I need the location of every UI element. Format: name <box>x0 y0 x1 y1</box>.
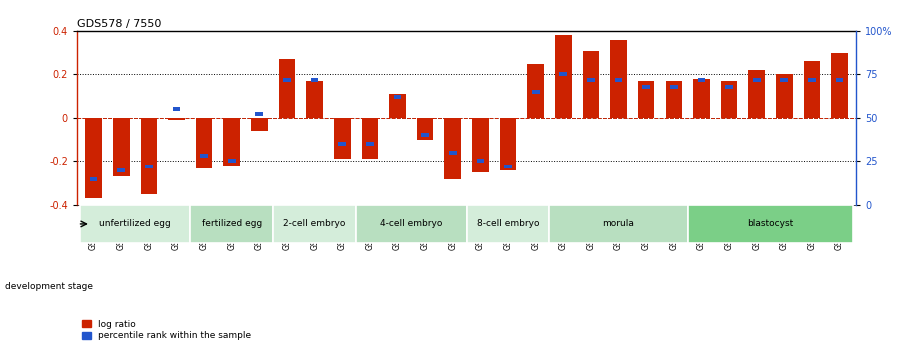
Text: 8-cell embryo: 8-cell embryo <box>477 219 539 228</box>
Bar <box>361 118 378 159</box>
Bar <box>808 78 815 82</box>
Bar <box>611 40 627 118</box>
Bar <box>85 118 101 198</box>
Text: GDS578 / 7550: GDS578 / 7550 <box>77 19 161 29</box>
Bar <box>693 79 709 118</box>
Bar <box>140 118 157 194</box>
Bar <box>780 78 788 82</box>
Bar <box>311 78 319 82</box>
Bar <box>421 133 429 137</box>
Bar <box>190 205 274 243</box>
Bar <box>448 151 457 155</box>
Bar <box>390 94 406 118</box>
Bar <box>113 118 130 176</box>
Bar <box>90 177 98 180</box>
Bar <box>145 165 153 168</box>
Text: 2-cell embryo: 2-cell embryo <box>284 219 346 228</box>
Bar <box>255 112 264 116</box>
Bar <box>356 205 467 243</box>
Text: 4-cell embryo: 4-cell embryo <box>381 219 442 228</box>
Text: development stage: development stage <box>5 282 92 291</box>
Bar <box>467 205 549 243</box>
Text: morula: morula <box>602 219 634 228</box>
Bar <box>670 85 678 89</box>
Bar <box>587 78 595 82</box>
Legend: log ratio, percentile rank within the sample: log ratio, percentile rank within the sa… <box>82 320 251 341</box>
Bar <box>80 205 190 243</box>
Bar <box>688 205 853 243</box>
Bar <box>725 85 733 89</box>
Bar <box>527 63 544 118</box>
Bar <box>472 118 488 172</box>
Bar <box>477 159 485 163</box>
Bar <box>753 78 760 82</box>
Bar <box>445 118 461 179</box>
Bar <box>274 205 356 243</box>
Bar <box>776 75 793 118</box>
Bar <box>306 81 323 118</box>
Bar <box>832 53 848 118</box>
Text: unfertilized egg: unfertilized egg <box>99 219 171 228</box>
Bar <box>417 118 433 139</box>
Bar <box>393 95 401 99</box>
Bar <box>698 78 705 82</box>
Bar <box>366 142 374 146</box>
Text: fertilized egg: fertilized egg <box>202 219 262 228</box>
Bar <box>666 81 682 118</box>
Bar <box>748 70 765 118</box>
Bar <box>118 168 125 172</box>
Bar <box>500 118 516 170</box>
Bar <box>583 51 599 118</box>
Bar <box>504 165 512 168</box>
Bar <box>173 107 180 111</box>
Bar <box>251 118 267 131</box>
Bar <box>279 59 295 118</box>
Bar <box>532 90 540 94</box>
Bar <box>169 118 185 120</box>
Bar <box>224 118 240 166</box>
Bar <box>334 118 351 159</box>
Bar <box>642 85 650 89</box>
Bar <box>614 78 622 82</box>
Bar <box>555 36 572 118</box>
Bar <box>228 159 236 163</box>
Bar <box>804 61 820 118</box>
Bar <box>338 142 346 146</box>
Bar <box>196 118 212 168</box>
Bar <box>835 78 843 82</box>
Bar <box>638 81 654 118</box>
Bar <box>549 205 688 243</box>
Text: blastocyst: blastocyst <box>747 219 794 228</box>
Bar <box>200 154 208 158</box>
Bar <box>721 81 737 118</box>
Bar <box>559 72 567 76</box>
Bar <box>284 78 291 82</box>
